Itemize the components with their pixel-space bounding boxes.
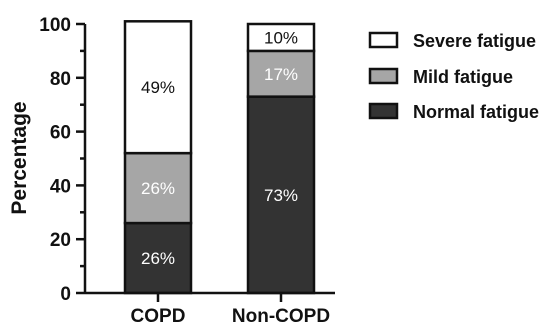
bar-segment	[123, 20, 193, 155]
legend-label: Severe fatigue	[413, 31, 536, 51]
bar-segment	[123, 221, 193, 295]
bar-segment	[246, 22, 316, 53]
data-label: 10%	[264, 28, 298, 47]
legend-swatch	[368, 102, 399, 120]
y-tick-label: 0	[60, 284, 71, 305]
y-tick-label: 80	[50, 69, 71, 90]
legend-swatch	[368, 67, 399, 85]
data-label: 17%	[264, 65, 298, 84]
data-label: 49%	[141, 78, 175, 97]
legend: Severe fatigue Mild fatigue Normal fatigue	[368, 31, 539, 122]
data-label: 73%	[264, 186, 298, 205]
legend-label: Normal fatigue	[413, 102, 539, 122]
y-tick-label: 40	[50, 176, 71, 197]
y-tick-label: 100	[39, 15, 71, 36]
x-category-label: COPD	[131, 306, 186, 327]
x-category-label: Non-COPD	[232, 306, 330, 327]
bar-segment	[123, 151, 193, 225]
legend-label: Mild fatigue	[413, 67, 513, 87]
y-tick-label: 60	[50, 123, 71, 144]
data-label: 26%	[141, 179, 175, 198]
bar-segment	[246, 95, 316, 295]
y-axis-title: Percentage	[8, 101, 31, 214]
data-label: 26%	[141, 249, 175, 268]
y-tick-label: 20	[50, 230, 71, 251]
legend-swatch	[368, 31, 399, 49]
plot-area: 26% 26% 49% 73% 17% 10% 0 20 40 60 80 100 COPD Non-CO…	[39, 15, 335, 327]
